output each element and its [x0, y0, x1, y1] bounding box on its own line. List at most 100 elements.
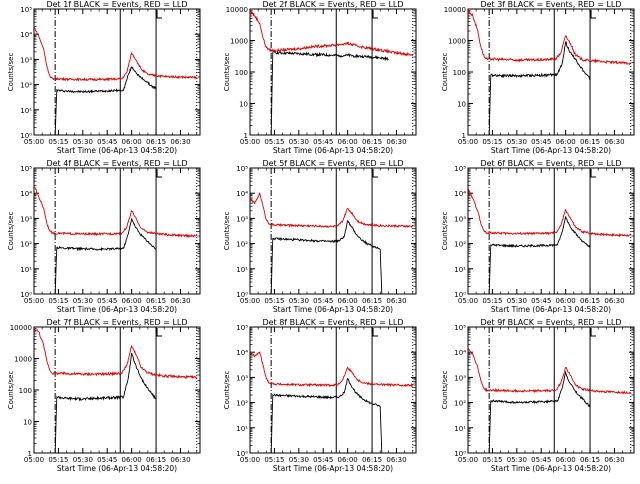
x-tick-label: 06:15	[146, 297, 166, 305]
y-tick-label: 100	[453, 69, 466, 77]
x-tick-label: 05:00	[458, 456, 478, 464]
x-tick-label: 05:45	[531, 138, 551, 146]
x-tick-label: 06:30	[604, 138, 624, 146]
y-tick-label: 10	[457, 101, 466, 109]
x-tick-label: 06:15	[580, 297, 600, 305]
y-tick-label: 10⁴	[236, 190, 248, 198]
x-tick-label: 06:00	[556, 456, 576, 464]
y-tick-label: 10⁵	[236, 324, 248, 332]
plot-frame	[467, 167, 635, 295]
x-tick-label: 05:30	[289, 456, 309, 464]
y-tick-label: 10³	[236, 374, 248, 382]
x-tick-label: 06:15	[580, 138, 600, 146]
y-tick-label: 10⁵	[20, 165, 32, 173]
marker-bracket	[372, 328, 379, 337]
y-tick-label: 10⁵	[454, 324, 466, 332]
x-tick-label: 06:00	[338, 138, 358, 146]
series-line-lld	[34, 26, 197, 82]
y-tick-label: 10⁴	[20, 31, 32, 39]
y-tick-label: 10²	[20, 82, 32, 90]
y-axis-label: Counts/sec	[7, 371, 15, 410]
x-tick-label: 05:00	[24, 297, 44, 305]
marker-bracket	[372, 169, 379, 178]
series-line-lld	[468, 10, 631, 66]
x-axis-label: Start Time (06-Apr-13 04:58:20)	[491, 146, 611, 155]
y-tick-label: 1	[28, 450, 32, 458]
x-tick-label: 05:00	[24, 138, 44, 146]
x-tick-label: 06:30	[170, 138, 190, 146]
x-tick-label: 06:30	[386, 138, 406, 146]
panel-det-8f: Det 8f BLACK = Events, RED = LLD 10⁰ 10¹ 10…	[223, 318, 417, 473]
x-axis-label: Start Time (06-Apr-13 04:58:20)	[273, 305, 393, 314]
x-tick-label: 05:30	[73, 138, 93, 146]
panel-det-2f: Det 2f BLACK = Events, RED = LLD 1 10 100 10…	[223, 0, 417, 155]
x-tick-label: 06:00	[122, 138, 142, 146]
y-axis-label: Counts/sec	[223, 53, 231, 92]
x-tick-label: 05:45	[313, 138, 333, 146]
x-tick-label: 06:15	[362, 297, 382, 305]
y-tick-label: 10¹	[236, 425, 248, 433]
y-tick-label: 10²	[454, 400, 466, 408]
y-axis-label: Counts/sec	[441, 371, 449, 410]
y-tick-label: 10⁵	[236, 165, 248, 173]
marker-bracket	[590, 10, 597, 19]
plot-frame	[249, 167, 417, 295]
y-tick-label: 10¹	[454, 425, 466, 433]
panel-title: Det 2f BLACK = Events, RED = LLD	[262, 0, 403, 9]
panel-det-1f: Det 1f BLACK = Events, RED = LLD 10⁰ 10¹ 10…	[7, 0, 201, 155]
series-line-lld	[250, 351, 414, 388]
x-tick-label: 05:15	[264, 297, 284, 305]
x-tick-label: 06:00	[122, 456, 142, 464]
series-line-events	[54, 218, 157, 294]
marker-bracket	[156, 169, 163, 178]
plot-frame	[33, 167, 201, 295]
y-tick-label: 1	[244, 132, 248, 140]
y-tick-label: 10	[23, 419, 32, 427]
x-tick-label: 05:30	[73, 297, 93, 305]
x-tick-label: 06:00	[122, 297, 142, 305]
y-tick-label: 10²	[236, 400, 248, 408]
x-tick-label: 05:00	[458, 297, 478, 305]
panel-det-9f: Det 9f BLACK = Events, RED = LLD 10⁰ 10¹ 10…	[441, 318, 635, 473]
series-line-events	[488, 216, 591, 294]
y-tick-label: 10⁵	[20, 6, 32, 14]
series-line-events	[54, 66, 157, 135]
x-tick-label: 06:00	[338, 297, 358, 305]
x-axis-label: Start Time (06-Apr-13 04:58:20)	[273, 146, 393, 155]
x-tick-label: 06:15	[362, 456, 382, 464]
panel-det-7f: Det 7f BLACK = Events, RED = LLD 1 10 100 10…	[7, 318, 201, 473]
x-axis-label: Start Time (06-Apr-13 04:58:20)	[57, 464, 177, 473]
y-axis-label: Counts/sec	[7, 212, 15, 251]
panel-title: Det 4f BLACK = Events, RED = LLD	[46, 159, 187, 168]
y-axis-label: Counts/sec	[441, 212, 449, 251]
x-tick-label: 05:15	[482, 297, 502, 305]
plot-frame	[249, 326, 417, 454]
x-tick-label: 05:30	[289, 138, 309, 146]
x-tick-label: 06:15	[146, 138, 166, 146]
y-tick-label: 10⁵	[454, 165, 466, 173]
y-tick-label: 10²	[20, 241, 32, 249]
x-tick-label: 05:30	[507, 138, 527, 146]
x-tick-label: 05:00	[24, 456, 44, 464]
y-tick-label: 10⁰	[236, 291, 248, 299]
y-tick-label: 100	[235, 69, 248, 77]
series-line-events	[270, 50, 389, 135]
x-tick-label: 06:30	[604, 456, 624, 464]
panel-title: Det 8f BLACK = Events, RED = LLD	[262, 318, 403, 327]
series-line-lld	[250, 10, 414, 57]
x-tick-label: 06:15	[362, 138, 382, 146]
plot-frame	[467, 326, 635, 454]
y-tick-label: 10²	[236, 241, 248, 249]
y-tick-label: 10⁴	[20, 190, 32, 198]
series-line-lld	[468, 188, 632, 238]
x-tick-label: 06:15	[146, 456, 166, 464]
x-tick-label: 06:00	[338, 456, 358, 464]
y-tick-label: 10³	[454, 215, 466, 223]
x-tick-label: 05:45	[313, 456, 333, 464]
y-tick-label: 10³	[454, 374, 466, 382]
plot-frame	[33, 8, 201, 136]
x-tick-label: 05:30	[289, 297, 309, 305]
plot-frame	[33, 326, 201, 454]
